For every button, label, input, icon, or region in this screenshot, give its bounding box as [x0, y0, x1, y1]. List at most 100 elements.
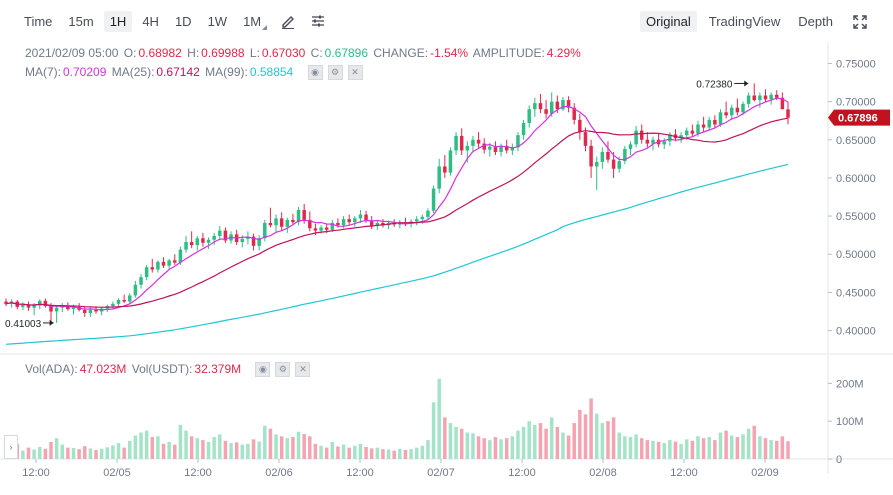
volume-bar — [572, 423, 576, 459]
interval-time[interactable]: Time — [24, 13, 53, 29]
volume-bar — [353, 445, 357, 459]
fullscreen-icon[interactable] — [851, 13, 869, 31]
candle-body — [341, 219, 346, 226]
candle-body — [43, 300, 48, 307]
volume-bar — [426, 440, 430, 459]
volume-bar — [617, 432, 621, 459]
candle-body — [49, 306, 53, 312]
candle-body — [414, 219, 419, 222]
interval-15m[interactable]: 15m — [68, 13, 94, 29]
volume-bar — [173, 444, 177, 459]
volume-bar — [49, 441, 53, 459]
price-tick-label: 0.40000 — [836, 326, 876, 338]
interval-1h[interactable]: 1H — [103, 10, 133, 32]
candle-body — [139, 277, 143, 285]
time-tick-label: 12:00 — [22, 467, 50, 479]
volume-bar — [212, 437, 216, 459]
candle-body — [330, 222, 335, 230]
ma25-value: 0.67142 — [156, 65, 200, 79]
volume-bar — [54, 438, 59, 459]
volume-bar — [555, 426, 560, 459]
volume-bar — [786, 441, 790, 459]
volume-bar — [651, 440, 655, 459]
candle-body — [741, 103, 745, 113]
view-original[interactable]: Original — [639, 11, 697, 32]
candle-body — [223, 230, 228, 241]
interval-1d[interactable]: 1D — [174, 13, 192, 29]
volume-bar — [201, 440, 205, 459]
candle-body — [628, 144, 633, 149]
volume-bar — [623, 436, 627, 459]
candle-body — [651, 139, 655, 144]
candle-body — [617, 161, 621, 169]
candle-body — [471, 139, 475, 146]
view-tradingview[interactable]: TradingView — [708, 14, 781, 29]
ma-info: MA(7): 0.70209 MA(25): 0.67142 MA(99): 0.58… — [25, 65, 367, 81]
volume-bar — [195, 438, 200, 459]
volume-controls: ◉ ⚙ ✕ — [252, 362, 312, 378]
time-tick-label: 02/09 — [751, 467, 779, 479]
candle-body — [645, 139, 650, 144]
candle-body — [285, 219, 290, 227]
settings-icon[interactable]: ⚙ — [275, 362, 291, 378]
candle-body — [459, 135, 464, 151]
open-label: O: — [123, 46, 137, 60]
ohlc-info: 2021/02/09 05:00 O: 0.68982 H: 0.69988 L: 0… — [25, 46, 583, 60]
candle-body — [251, 236, 256, 246]
candle-body — [144, 267, 149, 278]
candle-body — [679, 135, 683, 139]
volume-bar — [139, 432, 143, 459]
candle-body — [218, 230, 222, 236]
eye-icon[interactable]: ◉ — [255, 362, 271, 378]
interval-selector: Time 15m 1H 4H 1D 1W 1M — [14, 10, 327, 32]
interval-1m[interactable]: 1M — [237, 11, 268, 32]
eye-icon[interactable]: ◉ — [307, 65, 323, 81]
vol-ada-label: Vol(ADA): — [25, 362, 78, 376]
volume-bar — [690, 440, 695, 459]
volume-bar — [600, 423, 605, 459]
ma-controls: ◉ ⚙ ✕ — [305, 65, 365, 81]
volume-bar — [713, 440, 717, 459]
price-chart[interactable]: 0.75000 0.70000 0.65000 0.60000 0.55000 0.500… — [0, 42, 893, 495]
candle-body — [504, 145, 509, 151]
draw-tool-icon[interactable] — [279, 12, 297, 30]
interval-1w[interactable]: 1W — [207, 13, 228, 29]
candle-body — [735, 107, 740, 113]
close-icon[interactable]: ✕ — [295, 362, 311, 378]
close-icon[interactable]: ✕ — [347, 65, 363, 81]
volume-bar — [133, 435, 138, 459]
volume-bar — [324, 447, 329, 459]
candle-body — [268, 222, 273, 226]
volume-bar — [77, 449, 81, 459]
volume-bar — [521, 426, 526, 459]
time-tick-label: 02/05 — [103, 467, 131, 479]
ma7-line — [5, 97, 789, 311]
chevron-right-icon: › — [9, 442, 13, 452]
candle-body — [499, 145, 503, 152]
candle-body — [549, 101, 554, 114]
expand-panel-button[interactable]: › — [4, 435, 18, 459]
view-depth[interactable]: Depth — [798, 14, 833, 29]
candle-body — [583, 132, 588, 146]
interval-1m-label: 1M — [243, 13, 262, 29]
interval-4h[interactable]: 4H — [142, 13, 159, 29]
candle-body — [71, 306, 76, 310]
candle-body — [516, 135, 520, 148]
candle-body — [313, 228, 318, 231]
candle-body — [133, 284, 138, 296]
candle-body — [375, 222, 380, 226]
volume-bar — [594, 413, 599, 459]
candle-body — [482, 143, 486, 150]
volume-bar — [493, 437, 498, 459]
candle-body — [54, 307, 59, 312]
volume-bar — [99, 448, 104, 459]
candle-body — [94, 309, 98, 312]
candle-body — [476, 139, 481, 144]
volume-bar — [589, 398, 593, 459]
volume-tick-label: 0 — [836, 454, 842, 466]
volume-bar — [684, 439, 689, 459]
volume-bar — [634, 434, 638, 459]
settings-icon[interactable]: ⚙ — [327, 65, 343, 81]
indicator-settings-icon[interactable] — [309, 12, 327, 30]
chart-area[interactable]: 0.75000 0.70000 0.65000 0.60000 0.55000 0.500… — [0, 42, 893, 495]
